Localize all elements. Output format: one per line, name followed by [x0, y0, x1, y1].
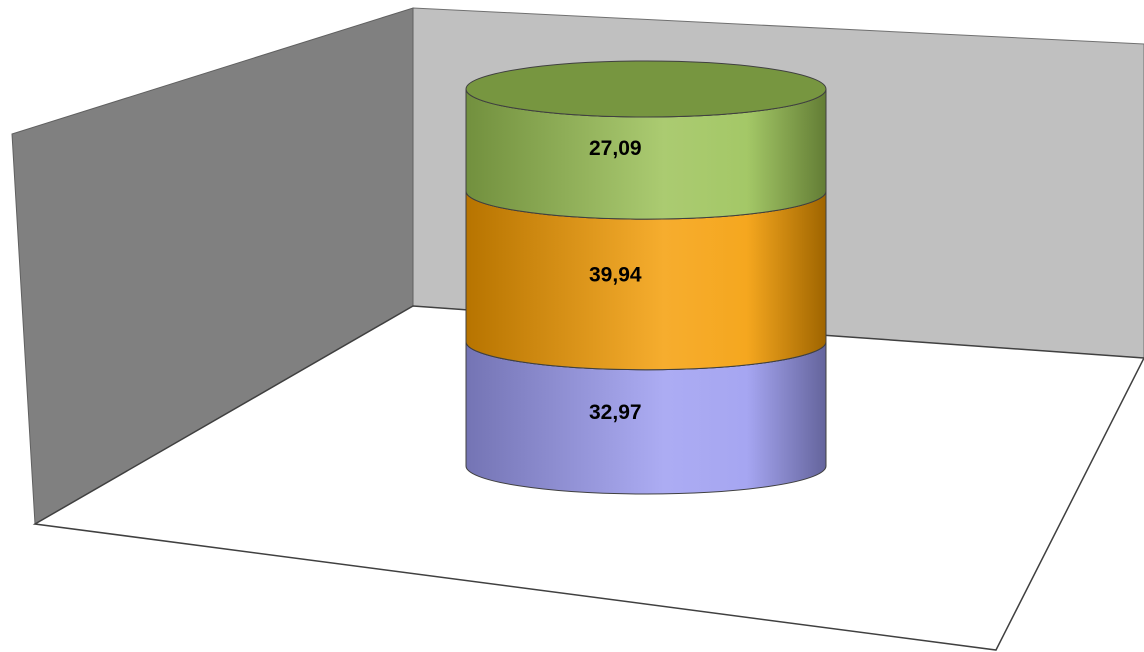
cylinder-top-cap	[465, 60, 827, 118]
data-label-3: 27,09	[589, 137, 642, 160]
data-label-1: 32,97	[589, 401, 642, 424]
cylinder-stack: 32,97 39,94 27,09	[465, 60, 827, 495]
data-label-2: 39,94	[589, 263, 642, 286]
